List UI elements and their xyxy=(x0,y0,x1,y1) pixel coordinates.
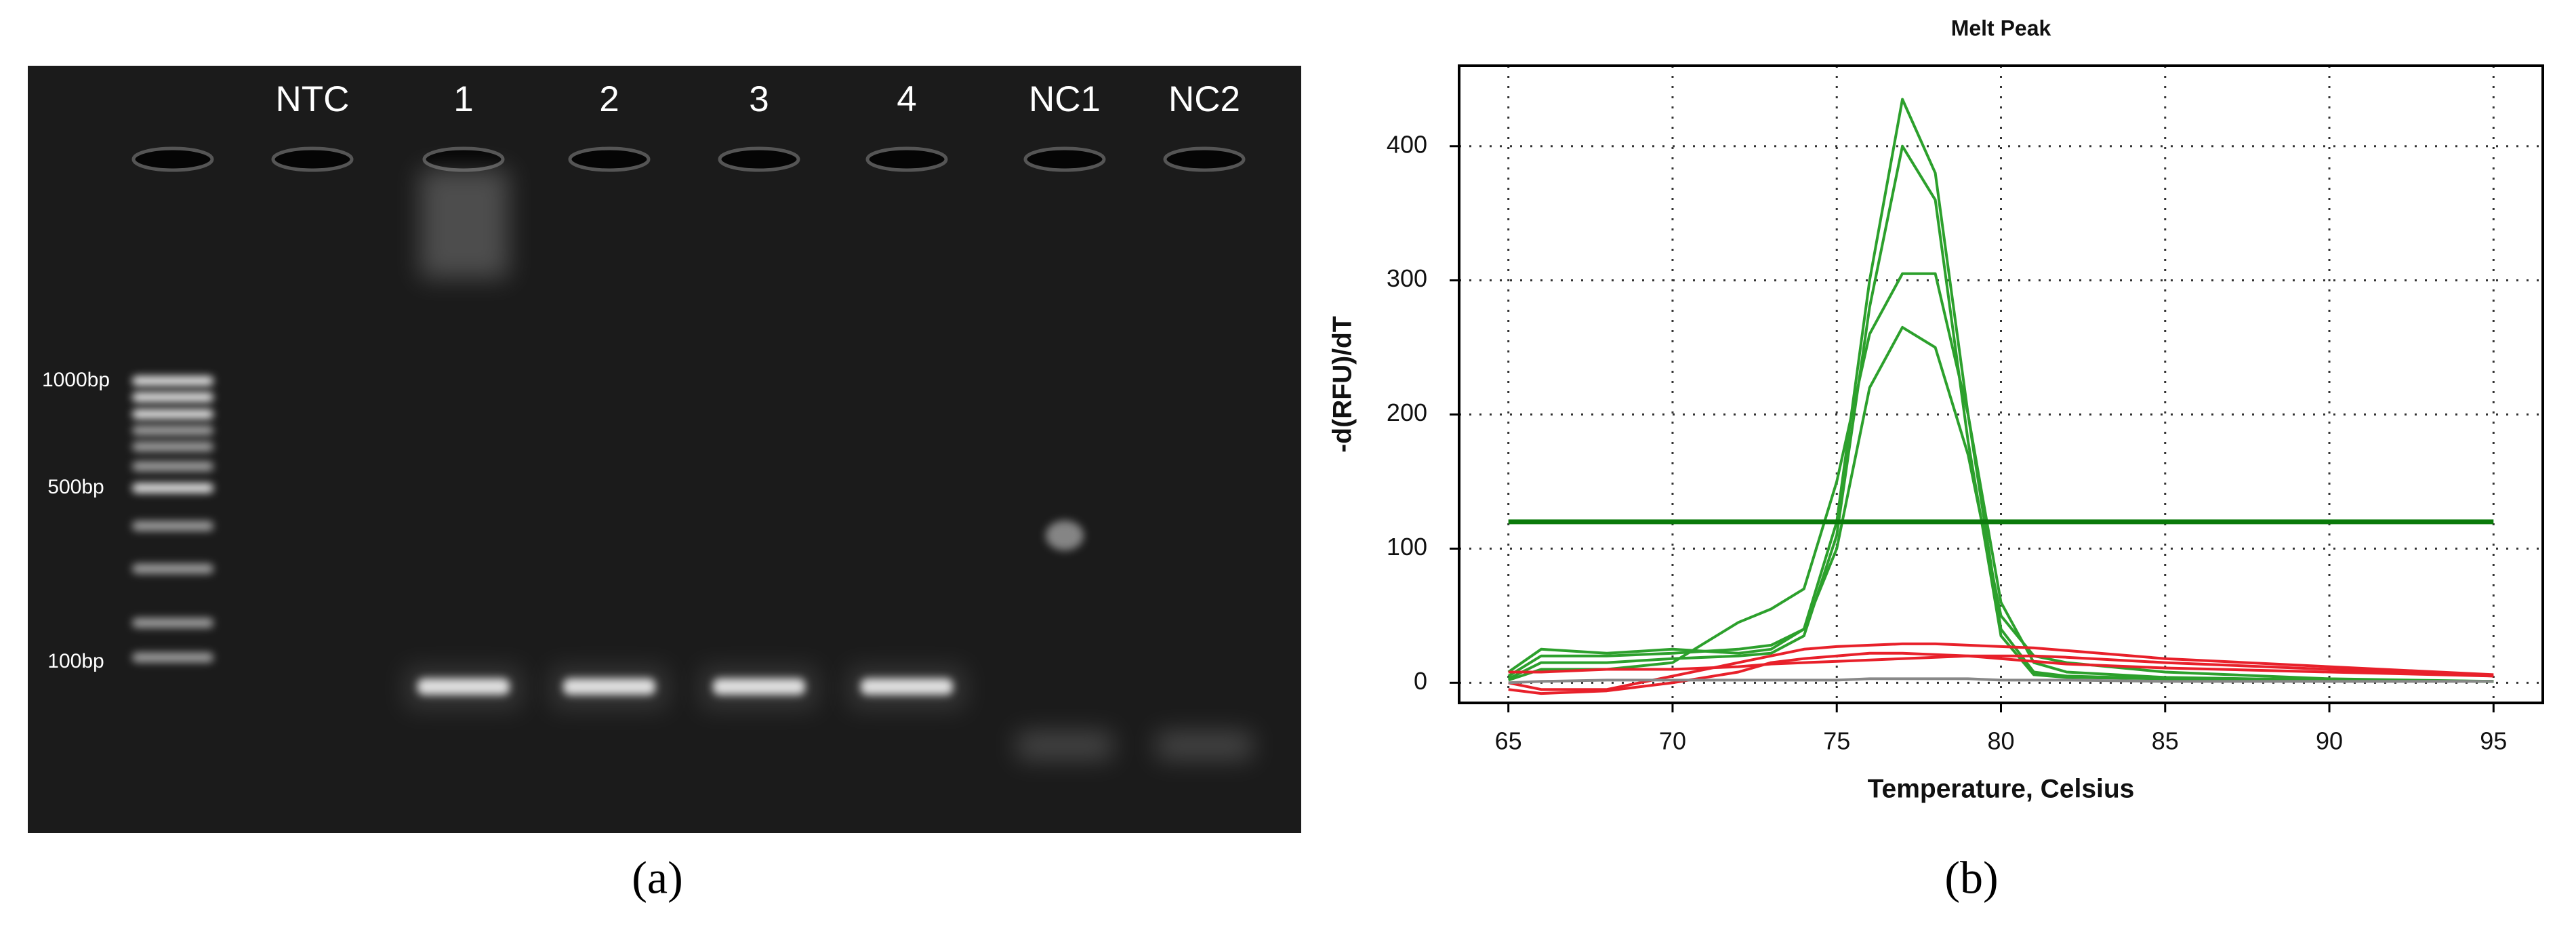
y-tick-label: 300 xyxy=(1387,264,1427,292)
melt-curve xyxy=(1508,651,2494,695)
ladder-band xyxy=(132,521,213,531)
well xyxy=(568,146,651,172)
gel-panel: NTC 1 2 3 4 NC1 NC2 1000bp 500bp 100bp xyxy=(28,66,1301,833)
y-tick-label: 0 xyxy=(1414,667,1427,695)
ladder-label: 500bp xyxy=(47,476,104,498)
y-tick-label: 100 xyxy=(1387,533,1427,561)
band xyxy=(563,678,655,695)
well xyxy=(1023,146,1106,172)
x-tick-label: 90 xyxy=(2316,727,2343,755)
melt-curve xyxy=(1508,642,2494,691)
well xyxy=(422,146,505,172)
x-tick-label: 80 xyxy=(1987,727,2014,755)
ladder-band xyxy=(132,392,213,402)
ladder-band xyxy=(132,376,213,386)
melt-chart: Melt Peak 65 70 75 80 85 90 95 0 100 200 300 400 Temp… xyxy=(1328,16,2544,803)
caption: (b) xyxy=(1944,852,1998,904)
ladder-band xyxy=(132,409,213,419)
ladder-band xyxy=(132,442,213,451)
y-axis-label: -d(RFU)/dT xyxy=(1328,316,1357,453)
ladder-band xyxy=(132,564,213,573)
faint-band xyxy=(1046,521,1084,550)
x-tick-label: 95 xyxy=(2480,727,2507,755)
ladder-label: 100bp xyxy=(47,650,104,672)
lane-label: NC2 xyxy=(1168,79,1240,119)
ladder-band xyxy=(132,462,213,471)
lane-label: NC1 xyxy=(1029,79,1101,119)
melt-curve xyxy=(1508,677,2494,685)
melt-curve xyxy=(1507,144,2494,683)
well xyxy=(718,146,800,172)
band xyxy=(417,678,510,695)
caption: (a) xyxy=(632,852,682,904)
x-tick-label: 65 xyxy=(1495,727,1522,755)
lane-label: NTC xyxy=(276,79,350,119)
band xyxy=(713,678,805,695)
well xyxy=(865,146,948,172)
x-tick-label: 85 xyxy=(2152,727,2179,755)
primer-dimer xyxy=(1157,732,1252,759)
y-tick-label: 200 xyxy=(1387,399,1427,426)
melt-curve xyxy=(1508,272,2494,683)
x-tick-label: 75 xyxy=(1823,727,1850,755)
lane-label: 3 xyxy=(749,79,769,119)
melt-curve xyxy=(1508,654,2494,678)
chart-title: Melt Peak xyxy=(1951,16,2051,40)
ladder-band xyxy=(132,483,213,493)
lane-label: 1 xyxy=(453,79,473,119)
plot-border xyxy=(1458,64,2544,704)
x-tick-label: 70 xyxy=(1659,727,1686,755)
lane-label: 4 xyxy=(897,79,916,119)
well xyxy=(271,146,354,172)
ladder-label: 1000bp xyxy=(42,369,110,391)
ladder-band xyxy=(132,653,213,662)
ladder-band xyxy=(132,426,213,435)
gel-background xyxy=(28,66,1301,833)
band xyxy=(861,678,953,695)
well xyxy=(1163,146,1246,172)
well xyxy=(131,146,214,172)
ladder-band xyxy=(132,618,213,628)
y-tick-label: 400 xyxy=(1387,130,1427,158)
lane-label: 2 xyxy=(599,79,619,119)
melt-curve xyxy=(1507,98,2494,683)
smear xyxy=(420,169,508,278)
x-axis-label: Temperature, Celsius xyxy=(1868,774,2135,803)
primer-dimer xyxy=(1017,732,1112,759)
